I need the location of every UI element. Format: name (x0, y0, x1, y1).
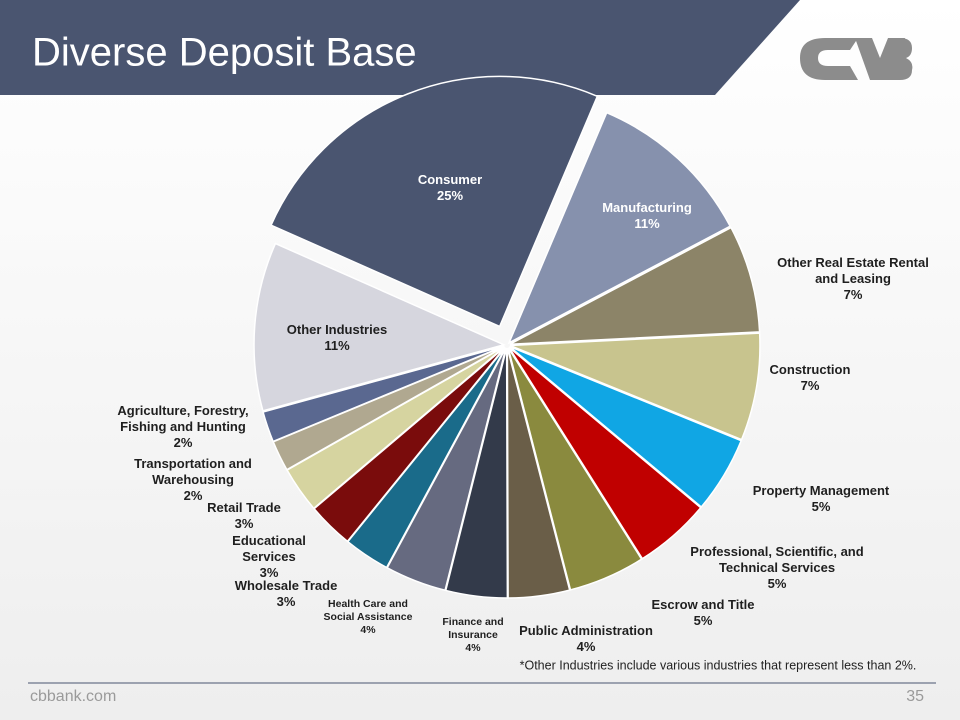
pie-slice (506, 347, 571, 599)
category-label: Other Industries (286, 322, 388, 337)
value-label: 4% (576, 639, 596, 654)
category-label: Finance and Insurance (442, 616, 504, 641)
value-label: 3% (259, 565, 279, 580)
pie-slice (253, 242, 507, 412)
value-label: 3% (276, 594, 296, 609)
category-label: Escrow and Title (651, 597, 755, 612)
slice-label: Retail Trade 3% (194, 500, 294, 532)
category-label: Health Care and Social Assistance (323, 598, 413, 623)
slice-label: Consumer 25% (390, 172, 510, 204)
value-label: 4% (465, 642, 481, 654)
slice-label: Construction 7% (750, 362, 870, 394)
value-label: 11% (324, 338, 350, 353)
pie-slice (507, 111, 732, 345)
pie-slice (509, 226, 761, 345)
header-band (0, 0, 800, 95)
slice-label: Professional, Scientific, and Technical … (682, 544, 872, 592)
slice-label: Other Industries 11% (277, 322, 397, 354)
slice-label: Other Real Estate Rental and Leasing 7% (768, 255, 938, 303)
category-label: Educational Services (232, 533, 306, 564)
slice-label: Transportation and Warehousing 2% (123, 456, 263, 504)
slice-label: Property Management 5% (741, 483, 901, 515)
value-label: 5% (767, 576, 787, 591)
slice-label: Escrow and Title 5% (643, 597, 763, 629)
value-label: 3% (234, 516, 254, 531)
slice-label: Finance and Insurance 4% (433, 616, 513, 655)
pie-slice (262, 345, 505, 443)
slice-label: Health Care and Social Assistance 4% (318, 598, 418, 637)
slice-label: Wholesale Trade 3% (226, 578, 346, 610)
category-label: Consumer (417, 172, 483, 187)
pie-slice (507, 347, 643, 591)
value-label: 4% (360, 624, 376, 636)
pie-slice (509, 345, 743, 509)
value-label: 2% (183, 488, 203, 503)
footer-site: cbbank.com (30, 688, 116, 705)
slice-label: Public Administration 4% (511, 623, 661, 655)
logo (800, 38, 913, 80)
category-label: Transportation and Warehousing (134, 456, 252, 487)
value-label: 7% (843, 287, 863, 302)
category-label: Retail Trade (207, 500, 281, 515)
value-label: 2% (173, 435, 193, 450)
category-label: Property Management (752, 483, 890, 498)
category-label: Construction (769, 362, 851, 377)
chart-title: Diverse Deposit Base (32, 31, 417, 75)
pie-slice (270, 75, 599, 328)
value-label: 5% (811, 499, 831, 514)
value-label: 5% (693, 613, 713, 628)
value-label: 11% (634, 216, 660, 231)
pie-slice (508, 346, 702, 560)
slice-label: Agriculture, Forestry, Fishing and Hunti… (103, 403, 263, 451)
footnote: *Other Industries include various indust… (520, 658, 917, 672)
category-label: Agriculture, Forestry, Fishing and Hunti… (117, 403, 249, 434)
pie-slice (509, 332, 761, 441)
category-label: Manufacturing (602, 200, 692, 215)
page-number: 35 (906, 688, 924, 705)
value-label: 7% (800, 378, 820, 393)
category-label: Public Administration (519, 623, 653, 638)
value-label: 25% (436, 188, 464, 203)
category-label: Wholesale Trade (234, 578, 338, 593)
slice-label: Educational Services 3% (219, 533, 319, 581)
slice-label: Manufacturing 11% (577, 200, 717, 232)
pie-slice (444, 347, 509, 599)
category-label: Other Real Estate Rental and Leasing (777, 255, 929, 286)
category-label: Professional, Scientific, and Technical … (690, 544, 864, 575)
